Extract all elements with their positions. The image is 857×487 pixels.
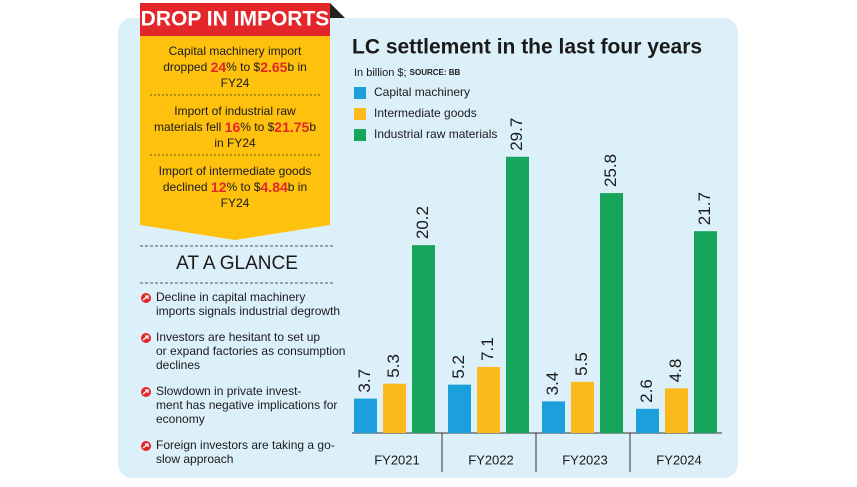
- highlight-number: 2.65: [260, 59, 287, 75]
- highlight-text: materials fell 16% to $21.75b: [154, 119, 316, 135]
- bar: [542, 401, 565, 433]
- value-label: 20.2: [413, 206, 432, 239]
- value-label: 5.5: [572, 352, 591, 376]
- value-label: 5.3: [384, 354, 403, 378]
- highlight-text: dropped 24% to $2.65b in: [163, 59, 307, 75]
- value-label: 3.7: [355, 369, 374, 393]
- highlight-segment: b: [309, 120, 316, 134]
- value-label: 4.8: [666, 359, 685, 383]
- bar: [383, 383, 406, 433]
- legend-swatch: [354, 108, 366, 120]
- highlight-text: in FY24: [214, 136, 256, 150]
- glance-item: Investors are hesitant to set up: [156, 330, 320, 344]
- legend-swatch: [354, 129, 366, 141]
- banner-bg: [140, 3, 330, 36]
- x-tick-label: FY2024: [656, 452, 702, 467]
- highlight-text: FY24: [221, 76, 250, 90]
- highlight-number: 24: [211, 59, 227, 75]
- highlight-segment: materials fell: [154, 120, 225, 134]
- highlight-segment: declined: [163, 180, 211, 194]
- glance-item: or expand factories as consumption: [156, 344, 345, 358]
- highlight-text: Import of industrial raw: [174, 104, 296, 118]
- highlight-segment: FY24: [221, 76, 250, 90]
- glance-item: ment has negative implications for: [156, 398, 337, 412]
- value-label: 7.1: [478, 337, 497, 361]
- bar: [600, 193, 623, 433]
- x-tick-label: FY2022: [468, 452, 514, 467]
- glance-item: Foreign investors are taking a go-: [156, 438, 335, 452]
- legend-swatch: [354, 87, 366, 99]
- bar: [412, 245, 435, 433]
- source: SOURCE: BB: [410, 68, 461, 77]
- value-label: 29.7: [507, 118, 526, 151]
- highlight-text: Import of intermediate goods: [159, 164, 312, 178]
- unit: In billion $;: [354, 67, 407, 79]
- highlight-segment: Capital machinery import: [169, 44, 302, 58]
- chart-title: LC settlement in the last four years: [352, 36, 702, 59]
- bullet-arrow: [142, 389, 149, 395]
- legend-label: Intermediate goods: [374, 106, 477, 120]
- value-label: 5.2: [449, 355, 468, 379]
- highlight-segment: Import of industrial raw: [174, 104, 296, 118]
- highlight-text: declined 12% to $4.84b in: [163, 179, 307, 195]
- value-label: 2.6: [637, 379, 656, 403]
- bar: [636, 408, 659, 433]
- highlight-segment: Import of intermediate goods: [159, 164, 312, 178]
- value-label: 25.8: [601, 154, 620, 187]
- highlight-box: [140, 36, 330, 240]
- bullet-arrow: [142, 295, 149, 301]
- highlight-text: Capital machinery import: [169, 44, 302, 58]
- banner-fold: [330, 3, 345, 18]
- value-label: 3.4: [543, 372, 562, 396]
- bar: [477, 366, 500, 433]
- glance-item: Slowdown in private invest-: [156, 384, 301, 398]
- bar: [665, 388, 688, 433]
- glance-item: declines: [156, 358, 200, 372]
- glance-item: slow approach: [156, 452, 233, 466]
- legend-label: Industrial raw materials: [374, 127, 497, 141]
- bar: [571, 381, 594, 433]
- legend-label: Capital machinery: [374, 85, 470, 99]
- highlight-segment: dropped: [163, 60, 210, 74]
- highlight-segment: FY24: [221, 196, 250, 210]
- subtitle: In billion $; SOURCE: BB: [354, 67, 461, 79]
- glance-item: Decline in capital machinery: [156, 290, 305, 304]
- glance-item: economy: [156, 412, 205, 426]
- highlight-segment: b in: [287, 60, 306, 74]
- highlight-segment: % to $: [226, 180, 260, 194]
- bullet-arrow: [142, 335, 149, 341]
- bar: [448, 384, 471, 433]
- bar: [354, 398, 377, 433]
- highlight-text: FY24: [221, 196, 250, 210]
- value-label: 21.7: [695, 192, 714, 225]
- highlight-number: 16: [225, 119, 241, 135]
- highlight-number: 21.75: [274, 119, 309, 135]
- bar: [694, 231, 717, 433]
- bullet-arrow: [142, 443, 149, 449]
- bar: [506, 156, 529, 434]
- banner: DROP IN IMPORTS: [141, 8, 330, 31]
- highlight-segment: % to $: [240, 120, 274, 134]
- highlight-number: 4.84: [261, 179, 288, 195]
- highlight-number: 12: [211, 179, 227, 195]
- x-tick-label: FY2023: [562, 452, 608, 467]
- x-tick-label: FY2021: [374, 452, 420, 467]
- glance-title: AT A GLANCE: [176, 253, 298, 274]
- glance-item: imports signals industrial degrowth: [156, 304, 340, 318]
- highlight-segment: % to $: [226, 60, 260, 74]
- highlight-segment: b in: [288, 180, 307, 194]
- highlight-segment: in FY24: [214, 136, 256, 150]
